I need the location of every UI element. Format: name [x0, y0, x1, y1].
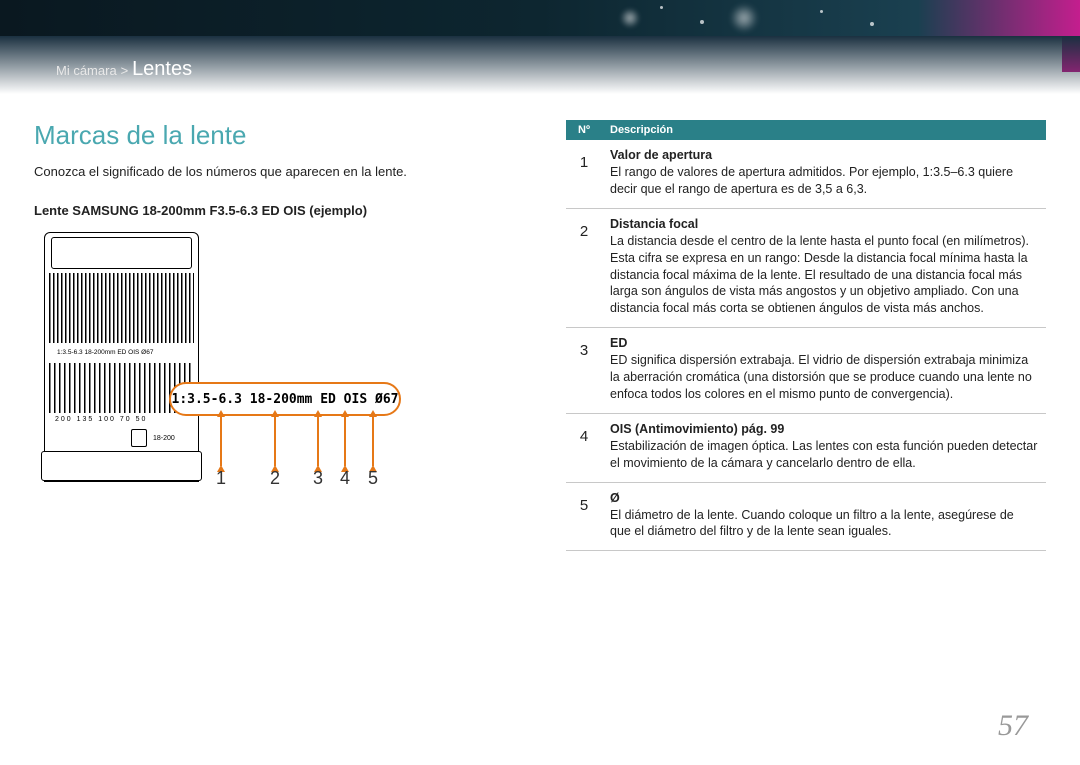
header-banner: [0, 0, 1080, 36]
row-term: Distancia focal: [610, 217, 1038, 231]
lens-focal-scale: 200 135 100 70 50: [55, 416, 147, 423]
table-row: 2 Distancia focal La distancia desde el ce…: [566, 208, 1046, 327]
table-row: 1 Valor de apertura El rango de valores de…: [566, 140, 1046, 208]
section-title: Marcas de la lente: [34, 120, 544, 151]
breadcrumb-parent: Mi cámara: [56, 63, 117, 78]
pointer-line-4: [344, 416, 346, 466]
row-number: 5: [566, 482, 602, 551]
page-number: 57: [998, 709, 1028, 743]
pointer-line-3: [317, 416, 319, 466]
accent-bar: [1062, 36, 1080, 72]
row-desc: OIS (Antimovimiento) pág. 99 Estabilizaci…: [602, 413, 1046, 482]
row-number: 4: [566, 413, 602, 482]
th-description: Descripción: [602, 120, 1046, 140]
table-row: 5Ø El diámetro de la lente. Cuando coloqu…: [566, 482, 1046, 551]
row-number: 3: [566, 328, 602, 414]
callout-number-4: 4: [340, 468, 350, 489]
marking-callout: 1:3.5-6.3 18-200mm ED OIS Ø67: [169, 382, 401, 416]
lens-zoom-window: 18-200: [153, 435, 175, 442]
lens-top-marking: 1:3.5-6.3 18-200mm ED OIS Ø67: [57, 349, 153, 356]
row-term: Ø: [610, 491, 1038, 505]
description-table: Nº Descripción 1 Valor de apertura El rang…: [566, 120, 1046, 551]
table-row: 4 OIS (Antimovimiento) pág. 99 Estabilizac…: [566, 413, 1046, 482]
pointer-line-5: [372, 416, 374, 466]
lens-body: 1:3.5-6.3 18-200mm ED OIS Ø67 200 135 10…: [44, 232, 199, 482]
row-desc: Valor de apertura El rango de valores de …: [602, 140, 1046, 208]
row-desc: Ø El diámetro de la lente. Cuando coloque…: [602, 482, 1046, 551]
th-number: Nº: [566, 120, 602, 140]
example-label: Lente SAMSUNG 18-200mm F3.5-6.3 ED OIS (…: [34, 203, 544, 218]
row-number: 2: [566, 208, 602, 327]
row-term: ED: [610, 336, 1038, 350]
row-body: El rango de valores de apertura admitido…: [610, 165, 1013, 196]
callout-number-1: 1: [216, 468, 226, 489]
lens-diagram: 1:3.5-6.3 18-200mm ED OIS Ø67 200 135 10…: [44, 232, 384, 492]
callout-number-2: 2: [270, 468, 280, 489]
row-body: La distancia desde el centro de la lente…: [610, 234, 1029, 316]
row-term: OIS (Antimovimiento) pág. 99: [610, 422, 1038, 436]
row-body: Estabilización de imagen óptica. Las len…: [610, 439, 1037, 470]
row-body: ED significa dispersión extrabaja. El vi…: [610, 353, 1032, 401]
pointer-line-2: [274, 416, 276, 466]
row-desc: Distancia focal La distancia desde el cen…: [602, 208, 1046, 327]
breadcrumb-sep: >: [121, 63, 129, 78]
intro-text: Conozca el significado de los números qu…: [34, 163, 544, 181]
table-row: 3 ED ED significa dispersión extrabaja. El…: [566, 328, 1046, 414]
pointer-line-1: [220, 416, 222, 466]
callout-number-3: 3: [313, 468, 323, 489]
row-number: 1: [566, 140, 602, 208]
row-term: Valor de apertura: [610, 148, 1038, 162]
callout-number-5: 5: [368, 468, 378, 489]
breadcrumb-current: Lentes: [132, 58, 192, 80]
breadcrumb: Mi cámara > Lentes: [56, 58, 192, 81]
row-desc: ED ED significa dispersión extrabaja. El …: [602, 328, 1046, 414]
row-body: El diámetro de la lente. Cuando coloque …: [610, 508, 1014, 539]
